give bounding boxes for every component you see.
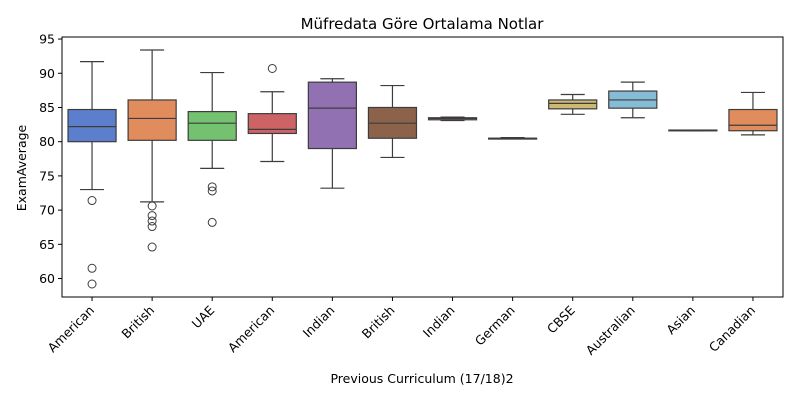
outlier-point	[207, 182, 217, 192]
box-iqr	[247, 113, 297, 135]
y-tick-label: 80	[39, 134, 55, 149]
y-tick-label: 60	[39, 271, 55, 286]
y-tick-label: 75	[39, 168, 55, 183]
box-group	[728, 91, 778, 136]
box-group	[247, 63, 297, 163]
chart-title: Müfredata Göre Ortalama Notlar	[301, 15, 545, 33]
y-axis-label: ExamAverage	[14, 124, 29, 211]
box-iqr	[127, 99, 177, 141]
box-group	[548, 93, 598, 115]
box-group	[427, 116, 478, 122]
outlier-point	[147, 242, 157, 252]
y-tick-label: 70	[39, 203, 55, 218]
y-tick-label: 95	[39, 32, 55, 47]
outlier-point	[147, 216, 157, 226]
box-group	[127, 49, 177, 252]
plot-frame	[61, 36, 784, 298]
box-iqr	[548, 99, 598, 110]
box-iqr	[728, 108, 778, 132]
x-tick-label: Indian	[300, 303, 338, 341]
x-axis: American British UAE American Indian British I…	[44, 297, 758, 358]
outlier-point	[207, 186, 217, 196]
y-axis: 60 65 70 75 80 85 90 95	[39, 32, 62, 286]
box-iqr	[307, 81, 358, 150]
x-tick-label: CBSE	[544, 302, 578, 336]
x-tick-label: British	[118, 303, 157, 342]
x-tick-label: UAE	[189, 302, 218, 331]
x-tick-label: American	[44, 303, 97, 356]
x-tick-label: Canadian	[706, 303, 758, 355]
outlier-point	[147, 201, 157, 211]
box-group	[608, 81, 658, 119]
box-group	[307, 78, 358, 189]
box-iqr	[67, 108, 117, 143]
outlier-point	[87, 196, 97, 206]
outlier-point	[267, 63, 277, 73]
outlier-point	[147, 211, 157, 221]
y-tick-label: 65	[39, 237, 55, 252]
x-tick-label: American	[225, 303, 278, 356]
x-tick-label: British	[359, 303, 398, 342]
box-group	[367, 84, 418, 159]
outlier-point	[87, 279, 97, 289]
y-tick-label: 90	[39, 66, 55, 81]
y-tick-label: 85	[39, 100, 55, 115]
outlier-point	[147, 222, 157, 232]
plot-area	[67, 49, 778, 289]
outlier-point	[87, 263, 97, 273]
x-tick-label: Australian	[583, 303, 638, 358]
box-group	[67, 61, 117, 289]
x-tick-label: Indian	[420, 303, 458, 341]
box-group	[487, 136, 538, 140]
outlier-point	[207, 217, 217, 227]
box-group	[668, 129, 718, 132]
box-iqr	[187, 110, 237, 141]
x-axis-label: Previous Curriculum (17/18)2	[330, 371, 513, 386]
x-tick-label: German	[472, 303, 518, 349]
box-group	[187, 71, 237, 227]
x-tick-label: Asian	[663, 303, 698, 338]
